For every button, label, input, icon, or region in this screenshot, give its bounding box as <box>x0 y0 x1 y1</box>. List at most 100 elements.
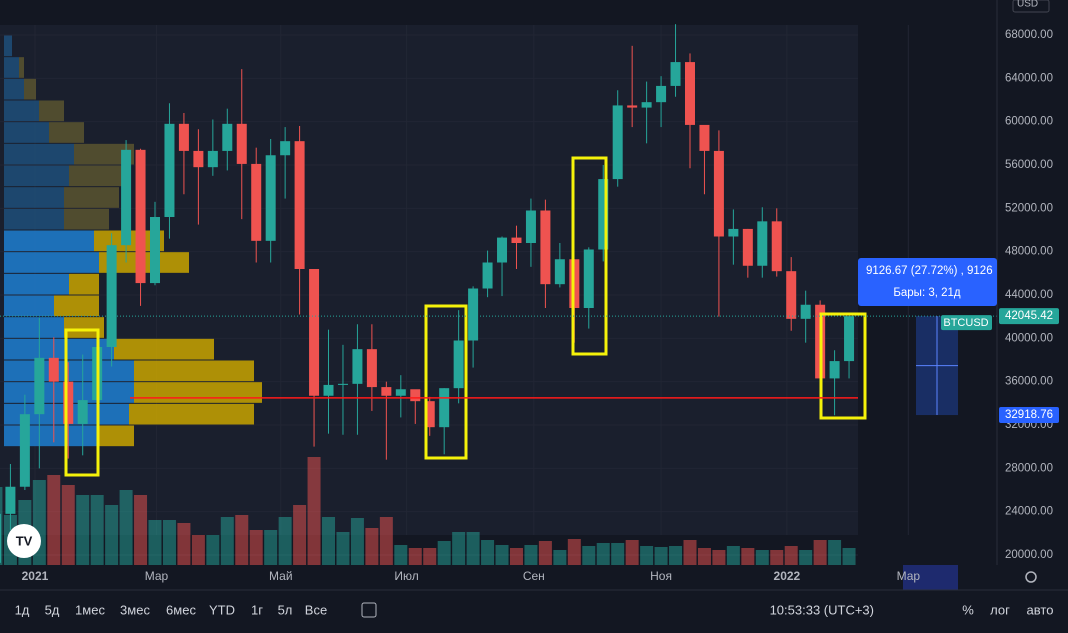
volume-bar <box>293 505 307 565</box>
range-button[interactable]: 5д <box>45 602 60 617</box>
profile-up <box>4 425 99 447</box>
profile-down <box>64 208 109 230</box>
volume-bar <box>452 532 466 565</box>
overlays <box>0 156 997 477</box>
candle-body <box>34 357 45 415</box>
candle-body <box>106 245 117 348</box>
range-button[interactable]: 1г <box>251 602 263 617</box>
profile-down <box>129 403 254 425</box>
range-icon[interactable] <box>361 602 377 618</box>
candle-body <box>829 361 840 379</box>
candle-body <box>497 237 508 263</box>
volume-bar <box>322 517 336 565</box>
candle-body <box>207 150 218 168</box>
candle-body <box>728 228 739 237</box>
candle-body <box>193 150 204 168</box>
profile-down <box>74 143 134 165</box>
volume-bar <box>177 523 191 565</box>
candle-body <box>468 288 479 341</box>
measure-text: Бары: 3, 21д <box>893 287 961 299</box>
candle-body <box>656 85 667 103</box>
measure-text: 9126.67 (27.72%) , 9126 <box>866 265 993 277</box>
x-tick-label: Май <box>269 569 293 583</box>
volume-bar <box>509 548 523 565</box>
y-tick-label: 52000.00 <box>1005 202 1053 214</box>
volume-bar <box>408 548 422 565</box>
candle-body <box>323 384 334 396</box>
volume-bar <box>61 485 75 565</box>
candles <box>0 24 855 563</box>
profile-down <box>99 425 134 447</box>
candle-body <box>800 304 811 319</box>
price-tag-label: 32918.76 <box>1005 409 1053 421</box>
profile-up <box>4 230 94 252</box>
profile-up <box>4 360 134 382</box>
volume-bar <box>495 545 509 565</box>
candle-body <box>5 486 16 514</box>
candle-body <box>511 237 522 244</box>
y-tick-label: 36000.00 <box>1005 376 1053 388</box>
profile-up <box>4 273 69 295</box>
x-tick-label: Мар <box>145 569 169 583</box>
profile-down <box>69 165 124 187</box>
candle-body <box>280 141 291 156</box>
volume-bar <box>828 540 842 565</box>
volume-bar <box>842 548 856 565</box>
volume-bar <box>611 543 625 565</box>
candle-body <box>742 228 753 266</box>
volume-bar <box>813 540 827 565</box>
profile-up <box>4 57 19 78</box>
toolbar: 1д 5д 1мес 3мес 6мес YTD 1г 5л Все% лог авто <box>15 602 1054 617</box>
volume-bar <box>220 517 234 565</box>
range-button[interactable]: YTD <box>209 602 235 617</box>
logo <box>7 524 41 558</box>
candle-body <box>135 149 146 284</box>
volume-bar <box>741 548 755 565</box>
volume-bar <box>481 540 495 565</box>
volume-bar <box>148 520 162 565</box>
y-tick-label: 68000.00 <box>1005 29 1053 41</box>
volume-bar <box>683 540 697 565</box>
range-button[interactable]: Все <box>305 602 327 617</box>
volume-bar <box>784 546 798 565</box>
volume-bar <box>697 548 711 565</box>
profile-up <box>4 100 39 122</box>
volume-bar <box>191 535 205 565</box>
range-button[interactable]: 6мес <box>166 602 196 617</box>
volume-bar <box>567 539 581 565</box>
currency[interactable]: USD <box>1017 0 1038 10</box>
price-tag <box>999 308 1059 325</box>
volume-bar <box>134 495 148 565</box>
x-tick-label: Ноя <box>650 569 672 583</box>
currency-button[interactable] <box>1012 0 1050 13</box>
volume-bar <box>336 532 350 565</box>
candle-body <box>150 217 161 284</box>
volume-bar <box>712 550 726 565</box>
candle-body <box>525 210 536 244</box>
x-tick-label: Июл <box>394 569 418 583</box>
volume-bar <box>625 540 639 565</box>
candle-body <box>410 389 421 402</box>
y-tick-label: 28000.00 <box>1005 462 1053 474</box>
volume-bar <box>538 541 552 565</box>
highlight-box <box>571 156 608 356</box>
profile-down <box>134 360 254 382</box>
volume-bar <box>553 550 567 565</box>
range-button[interactable]: 1мес <box>75 602 105 617</box>
range-button[interactable]: 1д <box>15 602 30 617</box>
candle-body <box>236 123 247 164</box>
candle-body <box>352 349 363 384</box>
volume-bar <box>654 547 668 565</box>
settings-icon[interactable] <box>1025 571 1037 583</box>
toggle-button[interactable]: авто <box>1027 602 1054 617</box>
range-button[interactable]: 3мес <box>120 602 150 617</box>
volume-bar <box>423 548 437 565</box>
logo-mark: TV <box>16 533 33 548</box>
volume-bar <box>437 541 451 565</box>
toggle-button[interactable]: лог <box>990 602 1010 617</box>
profile-up <box>4 165 69 187</box>
candle-body <box>699 124 710 151</box>
range-button[interactable]: 5л <box>278 602 293 617</box>
volume-bar <box>466 532 480 565</box>
toggle-button[interactable]: % <box>962 602 974 617</box>
